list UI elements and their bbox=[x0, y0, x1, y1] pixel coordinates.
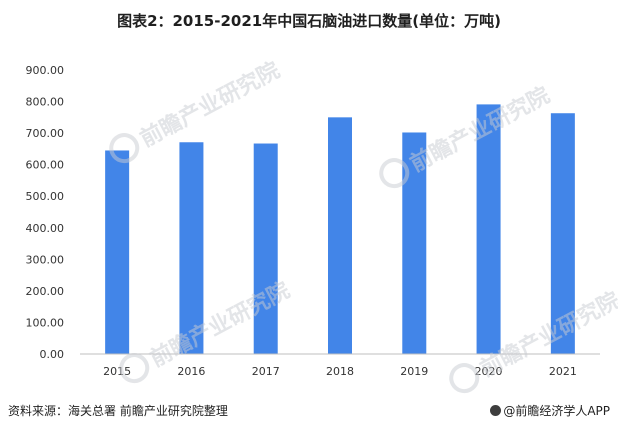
y-tick-label: 200.00 bbox=[26, 285, 65, 298]
y-axis-ticks: 0.00 100.00 200.00 300.00 400.00 500.00 600.00… bbox=[26, 64, 65, 361]
y-tick-label: 400.00 bbox=[26, 222, 65, 235]
x-tick-label: 2017 bbox=[252, 365, 280, 378]
bar-2016 bbox=[179, 142, 204, 354]
bar-2018 bbox=[328, 117, 352, 354]
brand-credit: @前瞻经济学人APP bbox=[490, 402, 610, 419]
y-tick-label: 300.00 bbox=[26, 253, 65, 266]
bar-series bbox=[105, 104, 575, 354]
y-tick-label: 0.00 bbox=[40, 348, 65, 361]
y-tick-label: 700.00 bbox=[26, 127, 65, 140]
brand-text: @前瞻经济学人APP bbox=[503, 404, 610, 418]
x-axis-ticks: 2015 2016 2017 2018 2019 2020 2021 bbox=[103, 365, 577, 378]
source-note: 资料来源：海关总署 前瞻产业研究院整理 bbox=[8, 404, 228, 418]
y-tick-label: 900.00 bbox=[26, 64, 65, 77]
y-tick-label: 600.00 bbox=[26, 159, 65, 172]
x-tick-label: 2015 bbox=[103, 365, 131, 378]
x-tick-label: 2021 bbox=[549, 365, 577, 378]
bar-2017 bbox=[253, 143, 278, 354]
brand-logo-icon bbox=[490, 405, 502, 416]
x-tick-label: 2020 bbox=[475, 365, 503, 378]
bar-2019 bbox=[402, 132, 427, 354]
y-tick-label: 100.00 bbox=[26, 316, 65, 329]
x-tick-label: 2019 bbox=[400, 365, 428, 378]
x-tick-label: 2016 bbox=[177, 365, 205, 378]
x-tick-label: 2018 bbox=[326, 365, 354, 378]
y-tick-label: 500.00 bbox=[26, 190, 65, 203]
chart-title: 图表2：2015-2021年中国石脑油进口数量(单位：万吨) bbox=[117, 12, 501, 30]
y-tick-label: 800.00 bbox=[26, 96, 65, 109]
bar-2015 bbox=[105, 150, 130, 354]
bar-2020 bbox=[476, 104, 501, 354]
bar-2021 bbox=[550, 113, 575, 354]
